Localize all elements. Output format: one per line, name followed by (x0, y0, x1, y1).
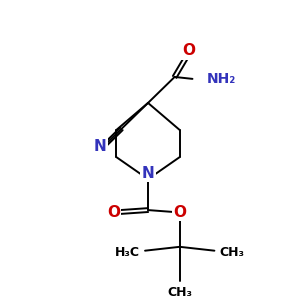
Text: H₃C: H₃C (115, 246, 140, 259)
Text: O: O (107, 205, 120, 220)
Text: CH₃: CH₃ (167, 286, 192, 299)
Text: CH₃: CH₃ (220, 246, 245, 259)
Text: N: N (142, 166, 154, 181)
Text: N: N (93, 139, 106, 154)
Text: NH₂: NH₂ (206, 72, 236, 86)
Text: O: O (182, 43, 195, 58)
Text: O: O (173, 205, 186, 220)
